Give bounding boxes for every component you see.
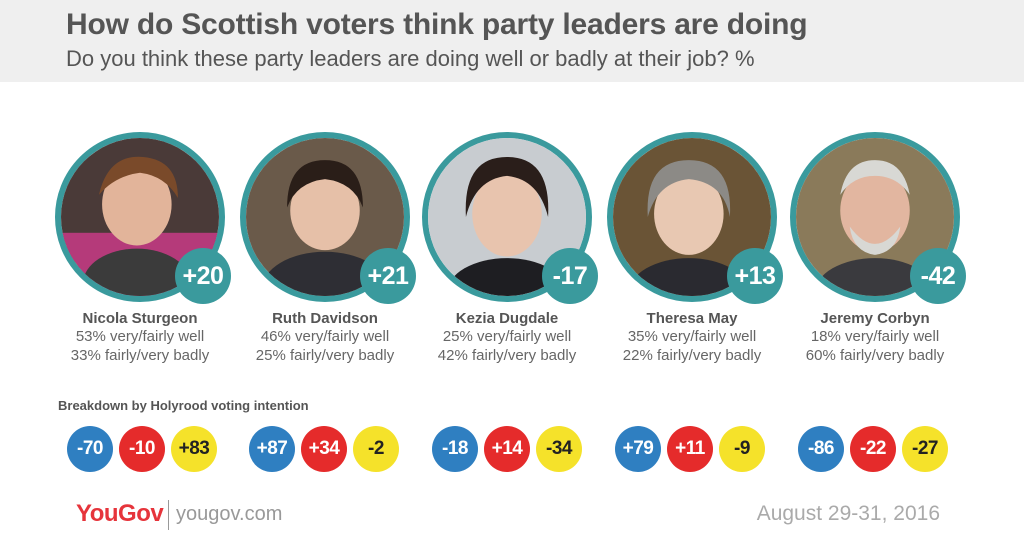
- footer-site-link[interactable]: yougov.com: [176, 503, 283, 525]
- chart-subtitle: Do you think these party leaders are doi…: [66, 46, 755, 71]
- leader-card-sturgeon: +20 Nicola Sturgeon 53% very/fairly well…: [48, 132, 232, 365]
- portrait-wrap: -42: [790, 132, 966, 304]
- breakdown-bubble: -10: [119, 426, 165, 472]
- chart-title: How do Scottish voters think party leade…: [66, 8, 808, 41]
- leader-card-may: +13 Theresa May 35% very/fairly well 22%…: [600, 132, 784, 365]
- portrait-wrap: +21: [240, 132, 416, 304]
- leader-badly-stat: 60% fairly/very badly: [805, 347, 945, 364]
- breakdown-title: Breakdown by Holyrood voting intention: [58, 398, 309, 413]
- leader-badly-stat: 22% fairly/very badly: [622, 347, 762, 364]
- leader-card-corbyn: -42 Jeremy Corbyn 18% very/fairly well 6…: [783, 132, 967, 365]
- leader-well-stat: 25% very/fairly well: [442, 328, 572, 345]
- breakdown-bubble: -70: [67, 426, 113, 472]
- portrait-wrap: +13: [607, 132, 783, 304]
- net-score-badge: +21: [360, 248, 416, 304]
- footer-divider: [168, 500, 169, 530]
- breakdown-bubble: +79: [615, 426, 661, 472]
- leader-name: Ruth Davidson: [272, 310, 378, 327]
- portrait-wrap: -17: [422, 132, 598, 304]
- leader-badly-stat: 33% fairly/very badly: [70, 347, 210, 364]
- breakdown-bubble: -18: [432, 426, 478, 472]
- leader-portrait: [240, 132, 410, 302]
- breakdown-bubble: -27: [902, 426, 948, 472]
- net-score-badge: +13: [727, 248, 783, 304]
- leader-portrait: [790, 132, 960, 302]
- survey-date: August 29-31, 2016: [756, 502, 940, 525]
- yougov-logo: YouGov: [76, 500, 164, 527]
- net-score-badge: -42: [910, 248, 966, 304]
- leader-badly-stat: 25% fairly/very badly: [255, 347, 395, 364]
- leader-portrait: [422, 132, 592, 302]
- leader-name: Jeremy Corbyn: [820, 310, 930, 327]
- breakdown-bubble: +87: [249, 426, 295, 472]
- portrait-placeholder-icon: [428, 138, 586, 296]
- net-score-badge: -17: [542, 248, 598, 304]
- breakdown-bubble: -9: [719, 426, 765, 472]
- leader-well-stat: 35% very/fairly well: [627, 328, 757, 345]
- breakdown-bubble: +83: [171, 426, 217, 472]
- breakdown-bubble: +34: [301, 426, 347, 472]
- leader-well-stat: 46% very/fairly well: [260, 328, 390, 345]
- leader-well-stat: 18% very/fairly well: [810, 328, 940, 345]
- header-bar: How do Scottish voters think party leade…: [0, 0, 1024, 82]
- leader-name: Theresa May: [646, 310, 738, 327]
- portrait-wrap: +20: [55, 132, 231, 304]
- breakdown-bubble: -86: [798, 426, 844, 472]
- leader-badly-stat: 42% fairly/very badly: [437, 347, 577, 364]
- breakdown-bubble: -34: [536, 426, 582, 472]
- breakdown-bubble: -2: [353, 426, 399, 472]
- breakdown-bubble: -22: [850, 426, 896, 472]
- leader-card-dugdale: -17 Kezia Dugdale 25% very/fairly well 4…: [415, 132, 599, 365]
- leader-name: Nicola Sturgeon: [82, 310, 198, 327]
- leader-card-davidson: +21 Ruth Davidson 46% very/fairly well 2…: [233, 132, 417, 365]
- leader-name: Kezia Dugdale: [455, 310, 559, 327]
- leader-well-stat: 53% very/fairly well: [75, 328, 205, 345]
- breakdown-bubble: +11: [667, 426, 713, 472]
- net-score-badge: +20: [175, 248, 231, 304]
- breakdown-bubble: +14: [484, 426, 530, 472]
- portrait-placeholder-icon: [796, 138, 954, 296]
